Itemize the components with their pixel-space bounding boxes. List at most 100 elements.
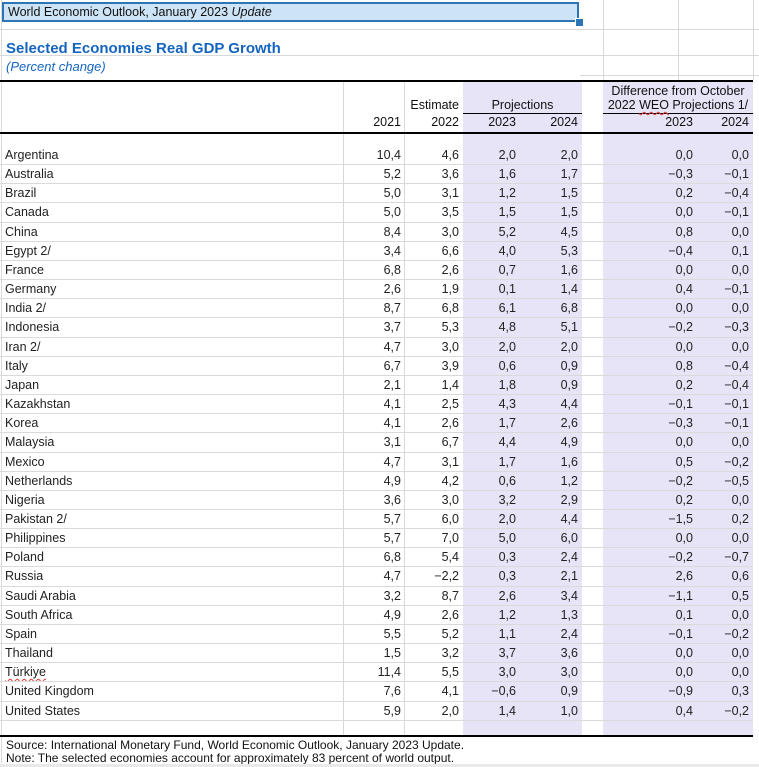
cell-value[interactable]: 1,6 [560,454,578,469]
cell-value[interactable]: 6,0 [560,531,578,546]
cell-value[interactable]: 0,0 [675,205,693,220]
cell-value[interactable]: −0,4 [724,358,749,373]
cell-value[interactable]: 8,7 [441,588,459,603]
cell-value[interactable]: 5,0 [498,531,516,546]
cell-country[interactable]: Poland [0,548,343,566]
cell-country[interactable]: Egypt 2/ [0,242,343,260]
cell-value[interactable]: 0,0 [731,435,749,450]
cell-value[interactable]: 1,6 [560,262,578,277]
cell-value[interactable]: 1,7 [498,416,516,431]
year-header-2021[interactable]: 2021 [373,115,401,129]
cell-value[interactable]: 2,1 [383,377,401,392]
cell-value[interactable]: 0,0 [731,646,749,661]
selected-cell-title[interactable]: World Economic Outlook, January 2023 Upd… [2,2,579,22]
cell-value[interactable]: 0,6 [498,473,516,488]
cell-value[interactable]: 7,0 [441,531,459,546]
cell-value[interactable]: 1,5 [498,205,516,220]
cell-value[interactable]: 0,2 [675,492,693,507]
cell-value[interactable]: 5,5 [383,626,401,641]
cell-value[interactable]: 2,0 [498,339,516,354]
cell-value[interactable]: 4,9 [560,435,578,450]
cell-value[interactable]: 0,3 [498,569,516,584]
cell-value[interactable]: 6,7 [441,435,459,450]
cell-value[interactable]: −1,5 [668,511,693,526]
cell-value[interactable]: 1,0 [560,703,578,718]
cell-country[interactable]: Saudi Arabia [0,587,343,605]
cell-country[interactable]: Germany [0,280,343,298]
cell-value[interactable]: 4,1 [383,397,401,412]
cell-value[interactable]: 0,0 [731,301,749,316]
cell-value[interactable]: 0,0 [731,665,749,680]
cell-value[interactable]: −0,3 [668,167,693,182]
cell-value[interactable]: 2,6 [441,262,459,277]
cell-value[interactable]: 0,0 [675,435,693,450]
cell-country[interactable]: Kazakhstan [0,395,343,413]
cell-value[interactable]: 2,0 [498,511,516,526]
cell-country[interactable]: Korea [0,414,343,432]
cell-value[interactable]: 4,7 [383,339,401,354]
cell-value[interactable]: 0,1 [675,607,693,622]
cell-value[interactable]: −0,7 [724,550,749,565]
cell-value[interactable]: 1,5 [560,205,578,220]
cell-value[interactable]: 2,6 [675,569,693,584]
cell-value[interactable]: 3,5 [441,205,459,220]
cell-value[interactable]: 3,0 [560,665,578,680]
cell-value[interactable]: 0,2 [731,511,749,526]
cell-value[interactable]: 1,2 [498,186,516,201]
cell-value[interactable]: −2,2 [434,569,459,584]
cell-value[interactable]: 0,5 [731,588,749,603]
cell-country[interactable]: Malaysia [0,433,343,451]
cell-value[interactable]: 0,0 [675,339,693,354]
cell-country[interactable]: Pakistan 2/ [0,510,343,528]
cell-value[interactable]: 0,9 [560,377,578,392]
cell-value[interactable]: 5,9 [383,703,401,718]
cell-value[interactable]: 1,5 [383,646,401,661]
cell-country[interactable]: France [0,261,343,279]
cell-value[interactable]: 6,6 [441,243,459,258]
cell-value[interactable]: 0,0 [675,301,693,316]
cell-value[interactable]: 5,2 [383,167,401,182]
cell-value[interactable]: −0,1 [668,397,693,412]
cell-value[interactable]: 3,0 [441,492,459,507]
cell-value[interactable]: −0,2 [668,320,693,335]
cell-value[interactable]: −0,1 [724,205,749,220]
cell-value[interactable]: 3,6 [441,167,459,182]
cell-value[interactable]: 2,1 [560,569,578,584]
cell-country[interactable]: Canada [0,203,343,221]
cell-value[interactable]: −0,2 [668,473,693,488]
cell-value[interactable]: −0,9 [668,684,693,699]
cell-value[interactable]: 0,0 [731,339,749,354]
cell-value[interactable]: 1,9 [441,282,459,297]
cell-value[interactable]: 2,9 [560,492,578,507]
cell-value[interactable]: 1,4 [498,703,516,718]
cell-value[interactable]: 4,8 [498,320,516,335]
cell-value[interactable]: 2,6 [498,588,516,603]
estimate-header[interactable]: Estimate [410,98,459,112]
cell-value[interactable]: 2,4 [560,626,578,641]
cell-value[interactable]: 6,8 [383,262,401,277]
cell-value[interactable]: 4,5 [560,224,578,239]
cell-value[interactable]: −0,1 [724,282,749,297]
cell-value[interactable]: 5,4 [441,550,459,565]
cell-value[interactable]: 10,4 [376,148,401,162]
cell-value[interactable]: 0,0 [675,665,693,680]
cell-value[interactable]: 0,9 [560,684,578,699]
cell-country[interactable]: China [0,223,343,241]
cell-value[interactable]: 0,2 [675,186,693,201]
cell-value[interactable]: 5,3 [560,243,578,258]
cell-value[interactable]: 0,0 [731,531,749,546]
cell-value[interactable]: −0,3 [724,320,749,335]
cell-country[interactable]: Iran 2/ [0,338,343,356]
cell-value[interactable]: 0,4 [675,703,693,718]
cell-value[interactable]: 5,3 [441,320,459,335]
cell-value[interactable]: 4,1 [441,684,459,699]
cell-country[interactable]: Italy [0,357,343,375]
cell-value[interactable]: 0,0 [731,607,749,622]
cell-value[interactable]: −0,5 [724,473,749,488]
cell-value[interactable]: 2,6 [441,416,459,431]
cell-country[interactable]: South Africa [0,606,343,624]
cell-value[interactable]: 0,7 [498,262,516,277]
year-header-2022[interactable]: 2022 [431,115,459,129]
cell-value[interactable]: 2,6 [441,607,459,622]
cell-value[interactable]: 3,6 [560,646,578,661]
